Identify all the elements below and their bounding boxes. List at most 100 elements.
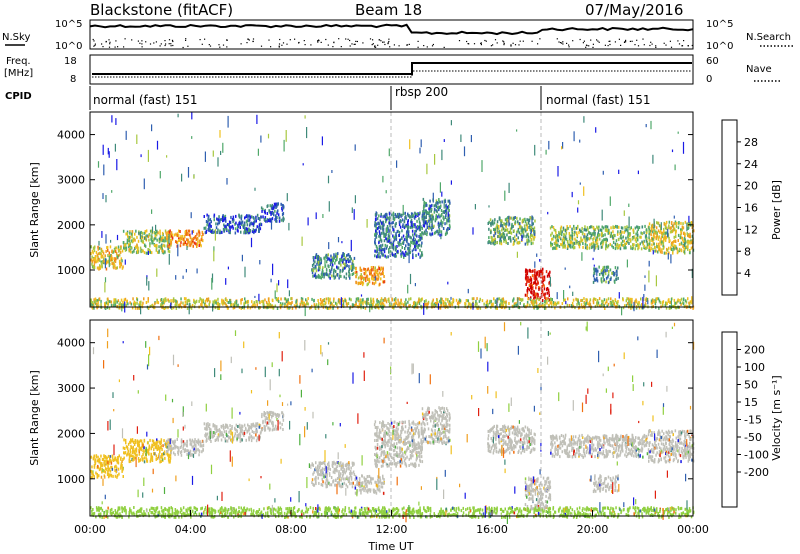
date-title: 07/May/2016 (585, 1, 683, 19)
data-cell (633, 243, 635, 247)
data-cell (437, 301, 439, 305)
data-cell (585, 235, 587, 239)
data-cell (568, 244, 570, 247)
data-cell (438, 224, 441, 228)
data-cell (200, 244, 202, 248)
data-cell (678, 221, 680, 224)
nsearch-point (109, 41, 111, 43)
data-cell (206, 299, 209, 303)
data-cell (370, 297, 372, 301)
data-cell (378, 245, 381, 249)
data-cell (662, 239, 665, 243)
data-cell (501, 232, 504, 236)
data-cell (121, 249, 124, 253)
noise-cell (563, 290, 565, 300)
noise-cell (653, 218, 655, 229)
data-cell (616, 246, 619, 250)
data-cell (663, 237, 665, 241)
nsearch-point (592, 43, 594, 45)
data-cell (157, 444, 160, 448)
data-cell (161, 453, 163, 457)
data-cell (222, 299, 225, 303)
data-cell (527, 287, 529, 290)
data-cell (630, 226, 632, 230)
data-cell (407, 222, 409, 226)
data-cell (163, 299, 166, 303)
data-cell (188, 229, 191, 233)
data-cell (320, 258, 322, 262)
data-cell (107, 475, 110, 479)
data-cell (447, 213, 450, 217)
data-cell (573, 224, 575, 228)
noise-cell (219, 130, 221, 138)
noise-cell (177, 244, 179, 257)
data-cell (614, 242, 617, 246)
data-cell (176, 234, 178, 238)
data-cell (692, 306, 694, 310)
data-cell (189, 236, 192, 240)
data-cell (446, 228, 448, 232)
data-cell (467, 302, 470, 306)
data-cell (378, 222, 381, 226)
data-cell (90, 298, 92, 302)
data-cell (657, 245, 659, 249)
data-cell (523, 228, 525, 232)
noise-cell (340, 297, 342, 309)
data-cell (376, 303, 379, 307)
data-cell (592, 274, 595, 278)
data-cell (413, 241, 416, 245)
data-cell (233, 304, 236, 308)
data-cell (518, 297, 521, 301)
data-cell (381, 227, 384, 231)
data-cell (567, 297, 569, 301)
data-cell (601, 271, 603, 275)
data-cell (233, 218, 235, 222)
data-cell (538, 287, 540, 291)
data-cell (646, 241, 649, 244)
data-cell (360, 303, 362, 307)
nsearch-point (618, 38, 620, 40)
data-cell (351, 269, 353, 272)
nsearch-point (387, 42, 389, 44)
data-cell (153, 441, 155, 445)
data-cell (193, 241, 196, 245)
data-cell (318, 263, 320, 267)
data-cell (378, 275, 380, 279)
data-cell (128, 248, 131, 252)
data-cell (276, 216, 278, 219)
data-cell (339, 258, 341, 261)
data-cell (409, 247, 411, 250)
data-cell (664, 235, 666, 239)
noise-cell (655, 275, 657, 287)
data-cell (648, 242, 651, 246)
data-cell (139, 439, 142, 443)
noise-cell (321, 268, 323, 278)
data-cell (386, 244, 388, 248)
data-cell (338, 298, 341, 302)
data-cell (124, 247, 127, 251)
data-cell (441, 297, 443, 301)
data-cell (499, 237, 501, 241)
data-cell (351, 303, 354, 307)
data-cell (563, 232, 565, 236)
data-cell (405, 224, 407, 228)
data-cell (385, 255, 388, 259)
data-cell (184, 300, 187, 304)
data-cell (491, 219, 494, 223)
data-cell (270, 206, 273, 210)
data-cell (530, 281, 533, 285)
data-cell (364, 300, 366, 304)
data-cell (217, 218, 220, 222)
data-cell (259, 306, 261, 310)
data-cell (681, 225, 684, 229)
data-cell (155, 246, 158, 250)
data-cell (287, 298, 289, 302)
data-cell (368, 278, 370, 282)
data-cell (264, 216, 267, 220)
data-cell (412, 241, 414, 245)
data-cell (110, 255, 113, 258)
data-cell (685, 300, 688, 304)
data-cell (605, 276, 608, 280)
data-cell (159, 229, 161, 233)
data-cell (424, 201, 426, 205)
